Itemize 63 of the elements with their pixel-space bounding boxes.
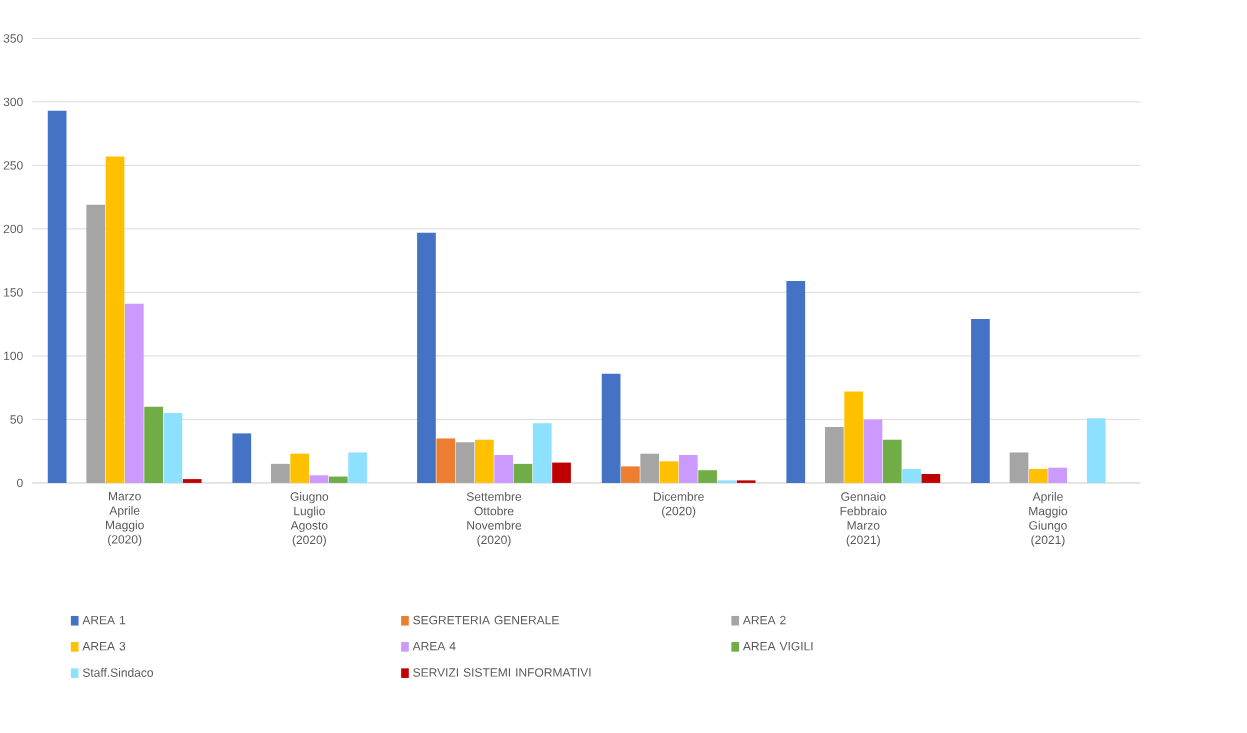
y-tick-label: 300 — [3, 97, 23, 107]
bar — [1009, 452, 1029, 484]
legend-label: AREA 3 — [82, 642, 126, 651]
bar — [863, 419, 883, 484]
bar — [601, 373, 621, 484]
x-tick-label: Dicembre (2020) — [653, 492, 704, 518]
bar — [1028, 469, 1048, 484]
bar — [921, 474, 941, 484]
bar — [105, 156, 125, 484]
legend-label: SERVIZI SISTEMI INFORMATIVI — [413, 668, 591, 677]
x-tick-label: Gennaio Febbraio Marzo (2021) — [840, 492, 887, 547]
bar — [232, 433, 252, 484]
x-tick-label: Aprile Maggio Giungo (2021) — [1029, 492, 1068, 547]
y-tick-label: 100 — [4, 351, 23, 361]
y-tick-label: 150 — [4, 288, 23, 297]
x-tick-label: Giugno Luglio Agosto (2020) — [290, 492, 329, 547]
y-tick-label: 0 — [17, 478, 23, 488]
bar — [494, 455, 514, 484]
bar — [182, 479, 202, 484]
bar — [513, 464, 533, 484]
bar — [717, 480, 737, 484]
bar — [825, 427, 844, 484]
bar — [786, 281, 806, 484]
bar — [144, 406, 163, 484]
bar — [417, 232, 436, 484]
bar — [621, 466, 640, 484]
bar — [271, 464, 290, 484]
legend-label: Staff.Sindaco — [82, 668, 154, 678]
legend-label: AREA 4 — [412, 642, 456, 651]
bar — [844, 391, 864, 484]
y-tick-label: 50 — [10, 415, 23, 424]
bar — [659, 461, 679, 484]
bar — [436, 438, 456, 484]
bar — [1048, 467, 1067, 484]
bar — [455, 442, 475, 484]
bar — [736, 480, 756, 484]
bar — [47, 111, 67, 484]
x-tick-label: Marzo Aprile Maggio (2020) — [105, 492, 144, 547]
bar — [532, 423, 552, 484]
bar — [290, 453, 310, 484]
bar — [348, 452, 367, 484]
bar — [86, 205, 106, 484]
bar — [882, 439, 902, 484]
bar — [1086, 418, 1106, 484]
bar — [474, 439, 494, 484]
bar — [678, 455, 698, 484]
bar — [124, 304, 144, 484]
bar — [163, 413, 183, 484]
bar — [640, 453, 660, 484]
bar — [309, 475, 329, 484]
bar — [902, 469, 921, 484]
bar — [328, 476, 348, 484]
bar — [552, 462, 571, 484]
legend-label: AREA 1 — [82, 616, 126, 625]
y-tick-label: 350 — [3, 34, 23, 43]
y-tick-label: 200 — [3, 224, 23, 234]
y-tick-label: 250 — [3, 161, 23, 170]
x-tick-label: Settembre Ottobre Novembre (2020) — [466, 492, 522, 547]
bar — [971, 319, 990, 484]
legend-label: AREA VIGILI — [742, 642, 813, 651]
legend-label: AREA 2 — [742, 616, 786, 625]
bar — [698, 470, 717, 484]
legend-label: SEGRETERIA GENERALE — [413, 616, 559, 625]
